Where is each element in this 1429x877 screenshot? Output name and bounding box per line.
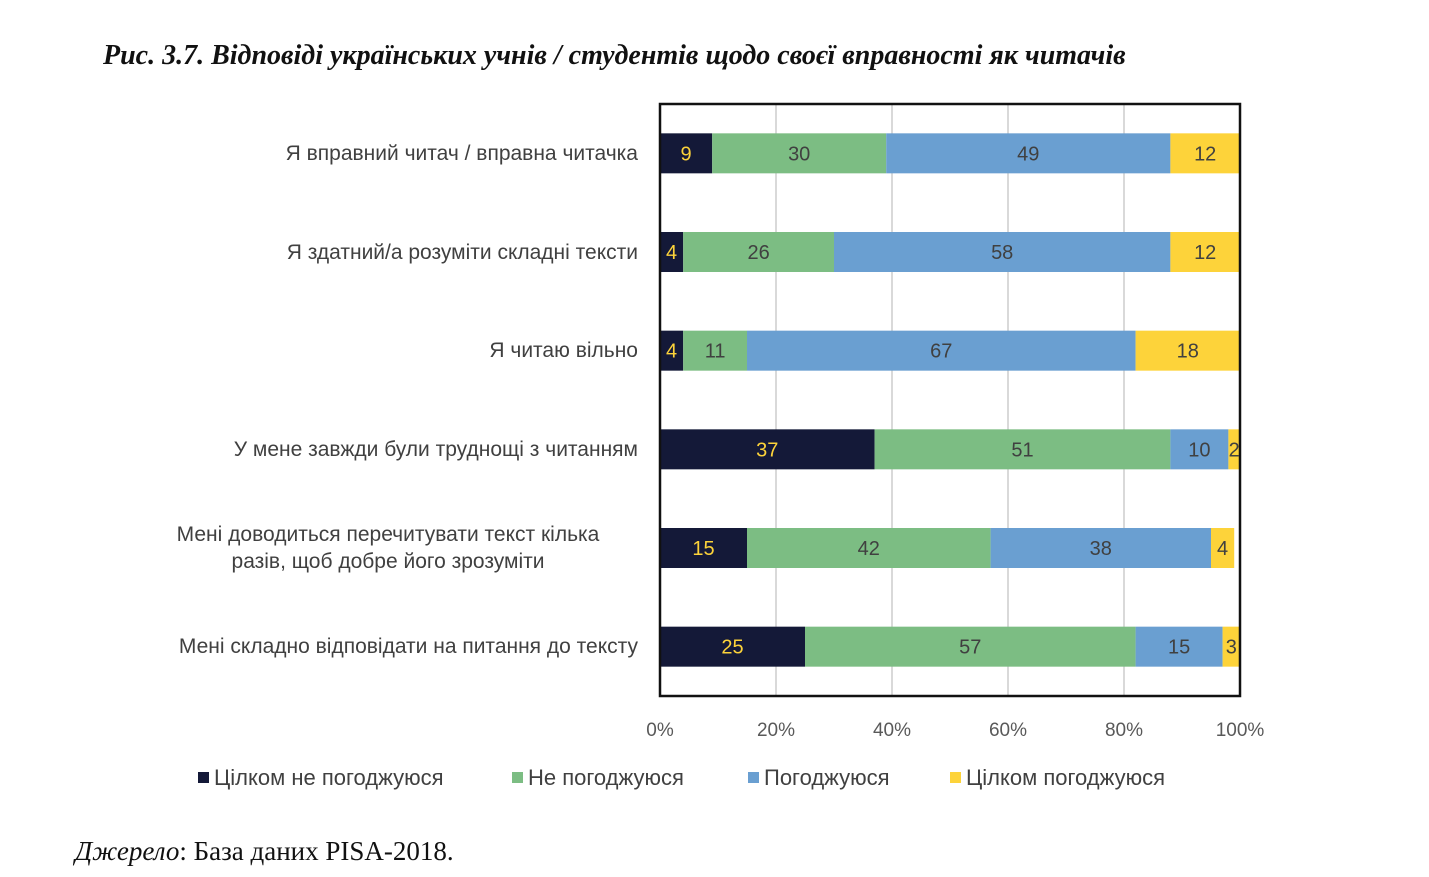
- data-label: 4: [666, 341, 677, 363]
- bar-segment: [683, 330, 747, 371]
- category-label: Мені доводиться перечитувати текст кільк…: [138, 521, 638, 575]
- bar-segment: [1170, 232, 1240, 272]
- bar-segment: [1228, 429, 1240, 470]
- data-label: 12: [1194, 143, 1216, 165]
- bar-segment: [660, 626, 805, 667]
- legend-swatch: [950, 772, 961, 783]
- data-label: 25: [721, 637, 743, 659]
- legend-label: Цілком не погоджуюся: [214, 765, 444, 790]
- bar-segment: [1170, 429, 1229, 470]
- bar-segment: [683, 232, 834, 272]
- data-label: 51: [1011, 439, 1033, 461]
- legend-item: Погоджуюся: [748, 765, 890, 791]
- figure-title: Рис. 3.7. Відповіді українських учнів / …: [103, 40, 1126, 71]
- legend-swatch: [748, 772, 759, 783]
- data-label: 9: [681, 143, 692, 165]
- x-tick-label: 100%: [1216, 720, 1265, 741]
- x-tick-label: 20%: [757, 720, 795, 741]
- category-label: У мене завжди були труднощі з читанням: [78, 436, 638, 463]
- data-label: 30: [788, 143, 810, 165]
- x-tick-label: 40%: [873, 720, 911, 741]
- data-label: 12: [1194, 242, 1216, 264]
- bar-segment: [805, 626, 1136, 667]
- category-label-line: Я здатний/а розуміти складні тексти: [286, 240, 638, 264]
- data-label: 38: [1090, 538, 1112, 560]
- bar-segment: [747, 528, 991, 568]
- data-label: 18: [1177, 341, 1199, 363]
- legend-swatch: [198, 772, 209, 783]
- source-note: Джерело: База даних PISA-2018.: [75, 836, 454, 867]
- bar-segment: [747, 330, 1136, 371]
- bar-segment: [1135, 626, 1223, 667]
- data-label: 42: [858, 538, 880, 560]
- data-label: 4: [666, 242, 677, 264]
- bar-segment: [874, 429, 1171, 470]
- bar-segment: [886, 133, 1171, 174]
- data-label: 11: [705, 341, 726, 363]
- category-label: Мені складно відповідати на питання до т…: [78, 633, 638, 660]
- plot-border: [658, 102, 1242, 698]
- legend-label: Цілком погоджуюся: [966, 765, 1165, 790]
- bar-segment: [660, 528, 747, 568]
- data-label: 15: [692, 538, 714, 560]
- category-label-line: Я вправний читач / вправна читачка: [285, 141, 638, 165]
- bar-segment: [1222, 626, 1240, 667]
- data-label: 2: [1229, 439, 1240, 461]
- bar-segment: [660, 133, 713, 174]
- legend-label: Не погоджуюся: [528, 765, 684, 790]
- x-tick-label: 80%: [1105, 720, 1143, 741]
- bar-segment: [712, 133, 887, 174]
- category-label: Я здатний/а розуміти складні тексти: [78, 239, 638, 266]
- category-label-line: разів, щоб добре його зрозуміти: [231, 550, 545, 573]
- x-tick-label: 60%: [989, 720, 1027, 741]
- bar-segment: [660, 232, 684, 272]
- data-label: 15: [1168, 637, 1190, 659]
- bar-segment: [660, 330, 684, 371]
- category-label-line: Мені складно відповідати на питання до т…: [178, 635, 638, 659]
- data-label: 10: [1188, 439, 1210, 461]
- legend-label: Погоджуюся: [764, 765, 890, 790]
- data-label: 67: [930, 341, 952, 363]
- bar-segment: [1135, 330, 1240, 371]
- bar-segment: [834, 232, 1171, 272]
- data-label: 4: [1217, 538, 1228, 560]
- category-label-line: У мене завжди були труднощі з читанням: [233, 437, 638, 461]
- data-label: 57: [959, 637, 981, 659]
- legend-item: Цілком погоджуюся: [950, 765, 1165, 791]
- x-tick-label: 0%: [646, 720, 674, 741]
- legend-item: Цілком не погоджуюся: [198, 765, 444, 791]
- bar-segment: [990, 528, 1211, 568]
- bar-segment: [1211, 528, 1235, 568]
- source-text: : База даних PISA-2018.: [179, 836, 454, 866]
- data-label: 58: [991, 242, 1013, 264]
- source-prefix: Джерело: [75, 836, 180, 866]
- bar-segment: [660, 429, 875, 470]
- data-label: 26: [747, 242, 769, 264]
- legend-swatch: [512, 772, 523, 783]
- legend-item: Не погоджуюся: [512, 765, 684, 791]
- bar-segment: [1170, 133, 1240, 174]
- category-label: Я вправний читач / вправна читачка: [78, 140, 638, 167]
- data-label: 3: [1226, 637, 1237, 659]
- category-label: Я читаю вільно: [78, 337, 638, 364]
- data-label: 49: [1017, 143, 1039, 165]
- stacked-bar-chart: 0% 20% 40% 60% 80% 100% 9 30 49 12 4 26 58 12 4 11 67 18 3…: [646, 102, 1265, 741]
- data-label: 37: [756, 439, 778, 461]
- category-label-line: Я читаю вільно: [489, 339, 638, 363]
- category-label-line: Мені доводиться перечитувати текст кільк…: [176, 523, 600, 546]
